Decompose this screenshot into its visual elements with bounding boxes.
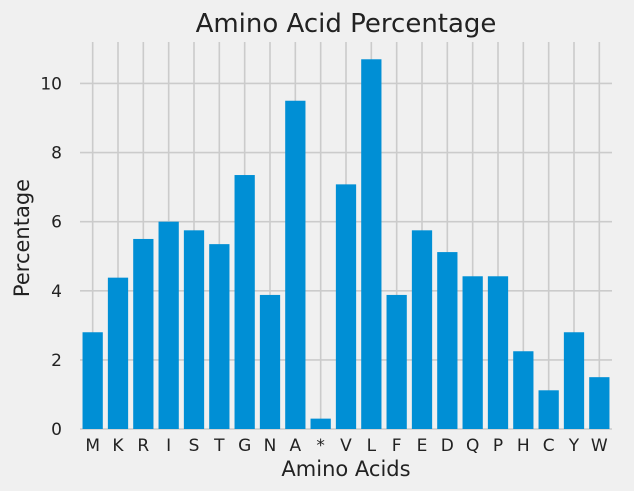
y-tick-label: 8 — [51, 144, 62, 164]
bar-I — [158, 221, 179, 429]
bar-V — [335, 184, 357, 429]
y-tick-labels: 0 2 4 6 8 10 — [40, 74, 62, 440]
x-tick-label: D — [441, 436, 454, 456]
x-axis-title: Amino Acids — [281, 457, 410, 481]
bar-R — [133, 238, 154, 429]
bars — [82, 59, 610, 429]
x-tick-label: P — [493, 436, 503, 456]
chart-title: Amino Acid Percentage — [196, 9, 497, 39]
x-tick-label: Q — [466, 436, 479, 456]
bar-S — [183, 230, 205, 429]
y-tick-label: 2 — [51, 351, 62, 371]
bar-stop — [310, 418, 331, 429]
bar-F — [386, 294, 407, 429]
x-tick-label: K — [112, 436, 124, 456]
x-tick-label: F — [392, 436, 402, 456]
x-tick-labels: M K R I S T G N A * V L F E D Q P H C Y W — [85, 436, 608, 456]
bar-Q — [462, 276, 483, 429]
x-tick-label: Y — [568, 436, 580, 456]
bar-A — [285, 100, 306, 429]
y-tick-label: 6 — [51, 213, 62, 233]
bar-E — [411, 230, 433, 429]
bar-H — [513, 351, 534, 429]
bar-D — [437, 252, 458, 429]
bar-L — [361, 59, 382, 429]
bar-C — [538, 390, 559, 429]
x-tick-label: L — [367, 436, 377, 456]
bar-K — [107, 277, 129, 429]
x-tick-label: W — [591, 436, 608, 456]
x-tick-label: V — [340, 436, 352, 456]
bar-W — [589, 377, 610, 429]
x-tick-label: C — [543, 436, 555, 456]
x-tick-label: S — [189, 436, 200, 456]
x-tick-label: T — [213, 436, 225, 456]
bar-P — [487, 276, 509, 429]
x-tick-label: G — [238, 436, 251, 456]
x-tick-label: M — [85, 436, 100, 456]
bar-M — [82, 332, 103, 429]
y-tick-label: 0 — [51, 420, 62, 440]
bar-T — [209, 244, 230, 429]
x-tick-label: I — [166, 436, 171, 456]
bar-N — [259, 294, 281, 429]
x-tick-label: R — [137, 436, 149, 456]
x-tick-label: A — [290, 436, 302, 456]
x-tick-label: E — [417, 436, 428, 456]
y-tick-label: 4 — [51, 282, 62, 302]
y-tick-label: 10 — [40, 74, 62, 94]
bar-G — [234, 175, 255, 429]
x-tick-label: H — [517, 436, 530, 456]
x-tick-label: * — [316, 436, 325, 456]
bar-Y — [563, 332, 585, 429]
x-tick-label: N — [264, 436, 277, 456]
y-axis-title: Percentage — [10, 179, 34, 297]
